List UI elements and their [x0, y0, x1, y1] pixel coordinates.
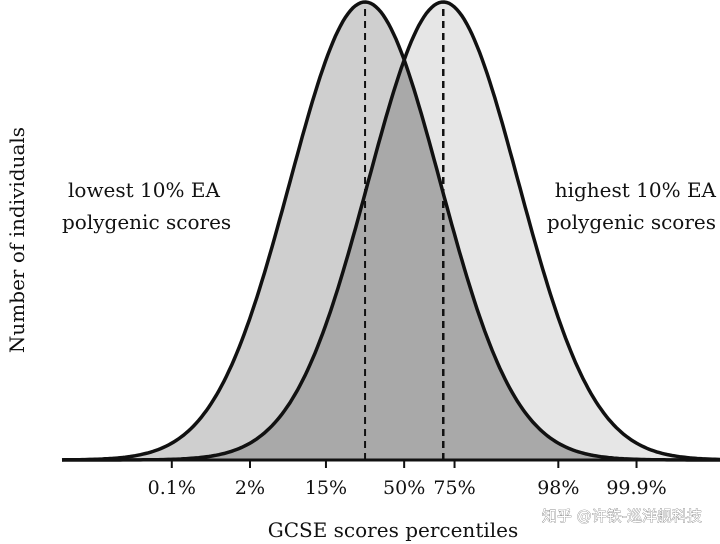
- x-tick-label: 75%: [433, 477, 475, 499]
- low-ea-annotation-line2: polygenic scores: [62, 210, 231, 234]
- x-tick-label: 15%: [305, 477, 347, 499]
- low-ea-curve: [61, 0, 720, 462]
- x-tick-label: 98%: [537, 477, 579, 499]
- x-tick-label: 99.9%: [606, 477, 666, 499]
- x-axis-title: GCSE scores percentiles: [268, 518, 519, 542]
- watermark: 知乎 @许铁-巡洋舰科技: [542, 507, 702, 525]
- high-ea-annotation-line1: highest 10% EA: [555, 178, 717, 202]
- x-ticks: 0.1% 2% 15% 50% 75% 98% 99.9%: [148, 460, 667, 499]
- y-axis-title: Number of individuals: [5, 127, 29, 353]
- x-tick-label: 50%: [383, 477, 425, 499]
- x-tick-label: 2%: [235, 477, 265, 499]
- high-ea-annotation-line2: polygenic scores: [547, 210, 716, 234]
- low-ea-annotation-line1: lowest 10% EA: [68, 178, 220, 202]
- x-tick-label: 0.1%: [148, 477, 196, 499]
- overlap-region: [62, 61, 720, 461]
